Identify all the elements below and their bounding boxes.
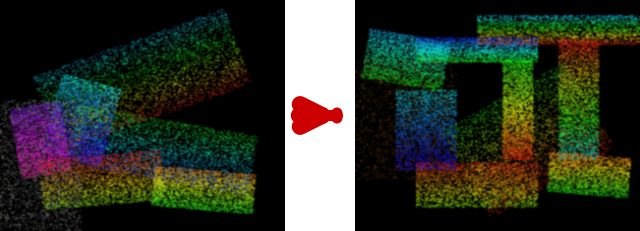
Text: a: a	[13, 16, 26, 35]
Bar	[285, 0, 355, 231]
Text: b: b	[368, 16, 382, 35]
